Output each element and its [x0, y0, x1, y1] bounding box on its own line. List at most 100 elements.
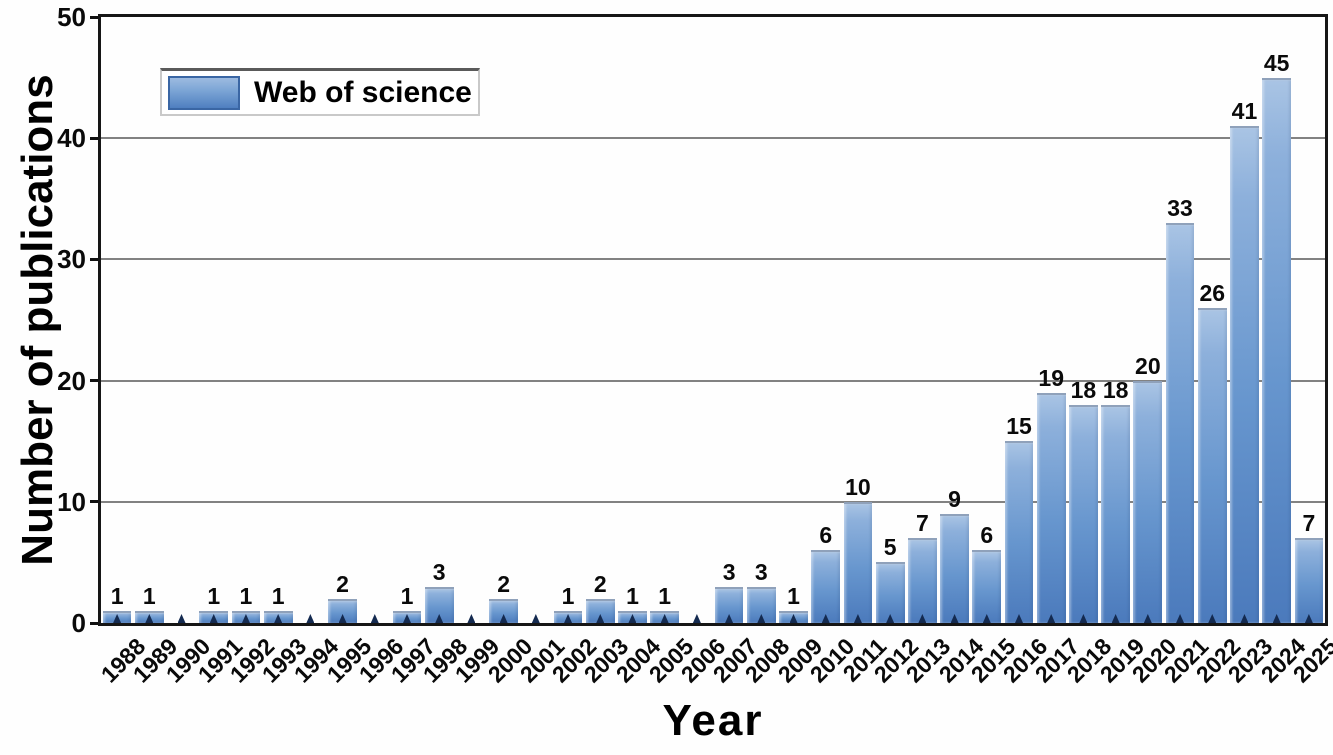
bar-value-label-2017: 19 — [1038, 364, 1064, 391]
legend: Web of science — [160, 68, 480, 116]
x-tick-2024 — [1272, 614, 1281, 623]
bar-value-label-2002: 1 — [561, 582, 575, 609]
bar-2023 — [1230, 126, 1259, 623]
bar-2013 — [908, 538, 937, 623]
bar-value-label-1989: 1 — [142, 582, 156, 609]
x-tick-2003 — [596, 614, 605, 623]
bar-value-label-2011: 10 — [845, 473, 871, 500]
bar-2011 — [843, 501, 873, 623]
x-tick-2004 — [628, 614, 637, 623]
bar-2018 — [1069, 404, 1098, 623]
bar-value-label-1992: 1 — [239, 582, 253, 609]
y-tick-label-50: 50 — [57, 2, 86, 32]
bar-value-label-1991: 1 — [207, 582, 221, 609]
y-tick-label-10: 10 — [57, 486, 86, 517]
bar-2019 — [1101, 404, 1130, 623]
x-tick-2022 — [1208, 614, 1217, 623]
x-tick-1990 — [177, 614, 186, 623]
gridline-20 — [101, 379, 1325, 382]
y-tick-20 — [90, 379, 98, 383]
bar-value-label-2015: 6 — [980, 522, 994, 549]
gridline-10 — [101, 500, 1325, 503]
x-tick-2019 — [1111, 614, 1120, 623]
bar-value-label-2000: 2 — [497, 570, 511, 597]
x-tick-1995 — [338, 614, 347, 623]
bar-value-label-2021: 33 — [1167, 195, 1193, 222]
x-tick-2006 — [692, 614, 701, 623]
x-tick-1992 — [241, 614, 250, 623]
x-tick-1998 — [435, 614, 444, 623]
x-tick-2002 — [564, 614, 573, 623]
x-tick-2008 — [757, 614, 766, 623]
x-tick-2010 — [821, 614, 830, 623]
bar-value-label-2024: 45 — [1263, 49, 1290, 76]
x-tick-1988 — [113, 614, 122, 623]
bar-value-label-2023: 41 — [1231, 98, 1258, 125]
bar-value-label-2013: 7 — [915, 510, 929, 537]
bar-value-label-2010: 6 — [819, 522, 833, 549]
x-tick-2011 — [853, 614, 862, 623]
bar-2014 — [940, 513, 969, 623]
y-tick-label-40: 40 — [57, 123, 86, 154]
y-tick-label-0: 0 — [71, 608, 86, 638]
x-tick-1997 — [403, 614, 411, 623]
y-axis-title: Number of publications — [13, 74, 62, 566]
bar-value-label-2012: 5 — [883, 534, 897, 561]
bar-value-label-2005: 1 — [658, 582, 672, 609]
x-tick-2023 — [1240, 614, 1249, 623]
x-tick-1999 — [467, 614, 476, 623]
x-tick-2007 — [725, 614, 734, 623]
x-tick-2009 — [789, 614, 798, 623]
bar-value-label-2008: 3 — [754, 558, 768, 585]
bar-2015 — [972, 550, 1002, 623]
bar-value-label-2014: 9 — [948, 485, 961, 512]
bar-2017 — [1036, 392, 1066, 623]
x-tick-1991 — [209, 614, 218, 623]
bar-value-label-2003: 2 — [593, 570, 607, 597]
bar-value-label-2016: 15 — [1006, 413, 1032, 440]
bar-value-label-2004: 1 — [626, 582, 639, 609]
bar-value-label-1995: 2 — [336, 570, 349, 597]
bar-value-label-1998: 3 — [432, 558, 446, 585]
legend-swatch — [168, 75, 240, 110]
gridline-40 — [101, 137, 1325, 140]
bar-value-label-1993: 1 — [271, 582, 285, 609]
bar-value-label-2009: 1 — [787, 582, 800, 609]
x-tick-2016 — [1015, 614, 1023, 623]
x-tick-2025 — [1304, 614, 1313, 623]
bar-value-label-1988: 1 — [110, 582, 124, 609]
x-tick-1989 — [145, 614, 154, 623]
x-tick-1996 — [370, 614, 379, 623]
x-tick-1994 — [306, 614, 315, 623]
bar-2022 — [1197, 307, 1227, 623]
bar-2025 — [1294, 538, 1324, 623]
x-tick-2012 — [886, 614, 895, 623]
x-tick-2013 — [918, 614, 927, 623]
bar-2010 — [811, 550, 841, 623]
gridline-30 — [101, 258, 1325, 261]
x-tick-2015 — [982, 614, 991, 623]
bar-value-label-2020: 20 — [1135, 352, 1161, 379]
legend-label: Web of science — [254, 75, 472, 109]
bar-value-label-2018: 18 — [1070, 376, 1097, 403]
y-tick-0 — [90, 621, 98, 625]
bar-value-label-2025: 7 — [1302, 510, 1316, 537]
y-tick-40 — [90, 136, 98, 140]
x-tick-2000 — [499, 614, 508, 623]
y-tick-50 — [90, 15, 98, 19]
x-tick-2021 — [1176, 614, 1185, 623]
x-tick-2020 — [1143, 614, 1152, 623]
bar-value-label-2019: 18 — [1102, 376, 1129, 403]
bar-value-label-2022: 26 — [1199, 279, 1226, 306]
bar-2024 — [1262, 77, 1292, 623]
y-tick-30 — [90, 257, 98, 261]
y-tick-label-20: 20 — [57, 365, 86, 396]
x-tick-1993 — [274, 614, 283, 623]
bar-2016 — [1004, 441, 1034, 623]
bar-2021 — [1165, 223, 1195, 623]
x-tick-2005 — [660, 614, 669, 623]
x-tick-2017 — [1047, 614, 1056, 623]
x-tick-2018 — [1079, 614, 1088, 623]
x-axis-title: Year — [662, 696, 764, 745]
